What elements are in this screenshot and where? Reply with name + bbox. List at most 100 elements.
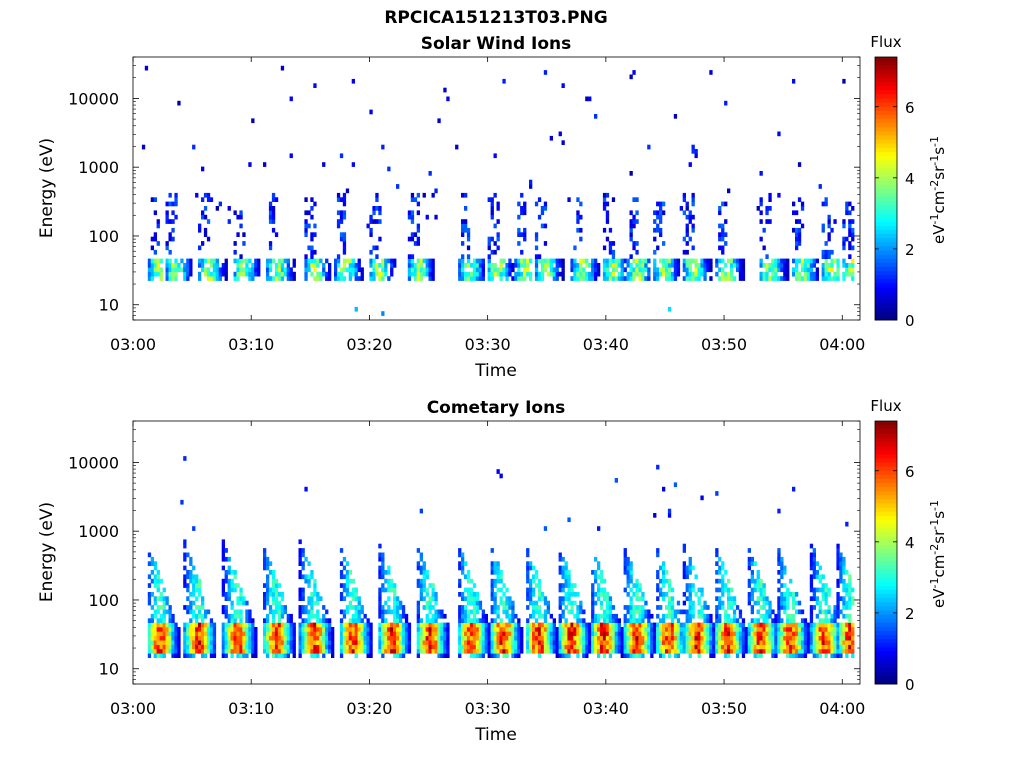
- heatmap-cell: [561, 570, 565, 575]
- heatmap-cell: [304, 197, 308, 202]
- heatmap-cell: [499, 574, 503, 580]
- heatmap-cell: [221, 609, 225, 615]
- heatmap-cell: [147, 618, 152, 623]
- heatmap-cell: [759, 640, 763, 645]
- heatmap-cell: [780, 276, 784, 281]
- heatmap-cell: [567, 517, 571, 523]
- heatmap-cell: [759, 587, 763, 593]
- heatmap-cell: [286, 271, 290, 277]
- heatmap-cell: [673, 648, 678, 654]
- heatmap-cell: [812, 592, 816, 597]
- heatmap-cell: [659, 635, 663, 641]
- heatmap-cell: [466, 276, 471, 281]
- heatmap-cell: [585, 627, 589, 632]
- heatmap-cell: [292, 640, 296, 645]
- heatmap-cell: [824, 254, 828, 259]
- heatmap-cell: [469, 596, 474, 601]
- heatmap-cell: [721, 245, 725, 251]
- heatmap-cell: [390, 271, 394, 277]
- heatmap-cell: [384, 609, 388, 615]
- heatmap-cell: [206, 276, 211, 281]
- heatmap-cell: [629, 74, 633, 80]
- heatmap-cell: [437, 118, 441, 124]
- heatmap-cell: [233, 574, 237, 580]
- heatmap-cell: [561, 627, 565, 632]
- heatmap-cell: [543, 241, 548, 246]
- x-tick-label: 04:00: [819, 335, 865, 354]
- heatmap-cell: [150, 263, 154, 268]
- heatmap-cell: [659, 578, 663, 584]
- heatmap-cell: [703, 267, 707, 273]
- heatmap-cell: [638, 627, 642, 632]
- heatmap-cell: [437, 627, 441, 632]
- heatmap-cell: [783, 570, 787, 575]
- heatmap-cell: [310, 197, 314, 202]
- heatmap-cell: [608, 596, 613, 601]
- heatmap-cell: [753, 640, 757, 645]
- heatmap-cell: [407, 236, 412, 242]
- heatmap-cell: [567, 644, 571, 650]
- heatmap-cell: [732, 263, 737, 268]
- heatmap-cell: [656, 631, 660, 637]
- heatmap-cell: [153, 622, 157, 628]
- heatmap-cell: [511, 613, 515, 619]
- heatmap-cell: [396, 605, 400, 610]
- heatmap-cell: [759, 171, 763, 176]
- heatmap-cell: [597, 263, 601, 268]
- heatmap-cell: [165, 267, 169, 273]
- heatmap-cell: [700, 627, 704, 632]
- heatmap-cell: [189, 592, 193, 597]
- heatmap-cell: [165, 600, 169, 606]
- heatmap-cell: [481, 267, 485, 273]
- heatmap-cell: [543, 627, 548, 632]
- heatmap-cell: [543, 70, 548, 75]
- heatmap-cell: [342, 574, 347, 580]
- heatmap-cell: [206, 648, 211, 654]
- heatmap-cell: [667, 578, 672, 584]
- heatmap-cell: [724, 587, 728, 593]
- heatmap-cell: [310, 640, 314, 645]
- heatmap-cell: [301, 561, 305, 566]
- heatmap-cell: [171, 271, 175, 277]
- heatmap-cell: [434, 631, 438, 637]
- heatmap-cell: [626, 609, 630, 615]
- heatmap-cell: [685, 622, 689, 628]
- heatmap-cell: [206, 271, 211, 277]
- heatmap-cell: [771, 644, 775, 650]
- heatmap-cell: [183, 556, 187, 562]
- heatmap-cell: [667, 648, 672, 654]
- heatmap-cell: [464, 635, 468, 641]
- heatmap-cell: [466, 271, 471, 277]
- heatmap-cell: [845, 622, 849, 628]
- heatmap-cell: [431, 618, 435, 623]
- heatmap-cell: [789, 631, 793, 637]
- heatmap-cell: [153, 236, 157, 242]
- heatmap-cell: [851, 644, 855, 650]
- heatmap-cell: [357, 267, 361, 273]
- heatmap-cell: [490, 583, 494, 588]
- heatmap-cell: [718, 267, 722, 273]
- colorbar-segment: [875, 139, 897, 144]
- heatmap-cell: [384, 635, 388, 641]
- heatmap-cell: [670, 258, 675, 264]
- heatmap-cell: [824, 613, 828, 619]
- heatmap-cell: [342, 583, 347, 588]
- heatmap-cell: [597, 587, 601, 593]
- heatmap-cell: [585, 276, 589, 281]
- heatmap-cell: [310, 627, 314, 632]
- heatmap-cell: [496, 245, 500, 251]
- heatmap-cell: [567, 635, 571, 641]
- heatmap-cell: [336, 223, 341, 229]
- heatmap-cell: [475, 622, 480, 628]
- heatmap-cell: [150, 245, 154, 251]
- heatmap-cell: [632, 644, 636, 650]
- heatmap-cell: [753, 635, 757, 641]
- heatmap-cell: [342, 565, 347, 571]
- heatmap-cell: [514, 640, 518, 645]
- heatmap-cell: [721, 561, 725, 566]
- heatmap-cell: [263, 583, 267, 588]
- heatmap-cell: [738, 267, 743, 273]
- heatmap-cell: [153, 574, 157, 580]
- heatmap-cell: [709, 267, 713, 273]
- heatmap-cell: [487, 241, 491, 246]
